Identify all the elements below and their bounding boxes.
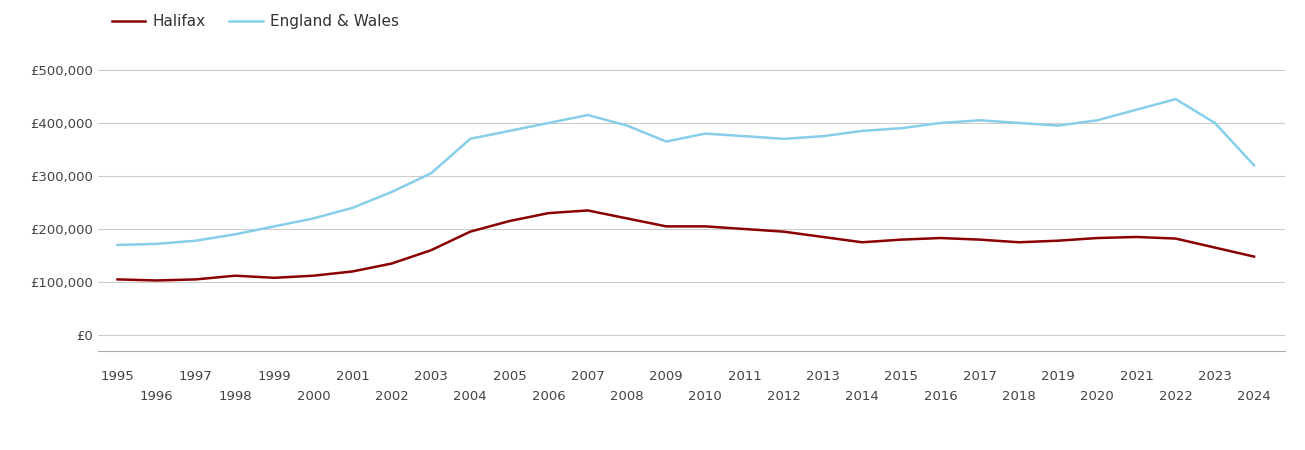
- Text: 2012: 2012: [767, 390, 801, 403]
- Line: England & Wales: England & Wales: [117, 99, 1254, 245]
- England & Wales: [1090, 117, 1105, 123]
- Text: 1997: 1997: [179, 370, 213, 383]
- England & Wales: [894, 126, 910, 131]
- Text: 2003: 2003: [414, 370, 448, 383]
- England & Wales: [658, 139, 673, 144]
- Halifax: [1207, 245, 1223, 250]
- Halifax: [1129, 234, 1144, 240]
- Text: 2017: 2017: [963, 370, 997, 383]
- Text: 2011: 2011: [728, 370, 762, 383]
- Halifax: [698, 224, 714, 229]
- Halifax: [110, 277, 125, 282]
- England & Wales: [972, 117, 988, 123]
- Halifax: [188, 277, 204, 282]
- Halifax: [423, 248, 438, 253]
- Text: 2020: 2020: [1081, 390, 1114, 403]
- England & Wales: [698, 131, 714, 136]
- England & Wales: [149, 241, 164, 247]
- Text: 2002: 2002: [375, 390, 408, 403]
- England & Wales: [737, 134, 753, 139]
- Halifax: [149, 278, 164, 283]
- Halifax: [972, 237, 988, 242]
- Halifax: [1011, 239, 1027, 245]
- Text: 2006: 2006: [531, 390, 565, 403]
- Halifax: [658, 224, 673, 229]
- Text: 2000: 2000: [296, 390, 330, 403]
- England & Wales: [933, 120, 949, 126]
- Text: 2009: 2009: [650, 370, 683, 383]
- England & Wales: [266, 224, 282, 229]
- Text: 2022: 2022: [1159, 390, 1193, 403]
- England & Wales: [1051, 123, 1066, 128]
- Halifax: [933, 235, 949, 241]
- Text: 2024: 2024: [1237, 390, 1271, 403]
- England & Wales: [345, 205, 360, 211]
- England & Wales: [816, 134, 831, 139]
- Text: 1999: 1999: [257, 370, 291, 383]
- Halifax: [345, 269, 360, 274]
- England & Wales: [1207, 120, 1223, 126]
- Text: 2014: 2014: [846, 390, 880, 403]
- England & Wales: [110, 242, 125, 248]
- Halifax: [894, 237, 910, 242]
- Text: 2016: 2016: [924, 390, 958, 403]
- Text: 2023: 2023: [1198, 370, 1232, 383]
- Halifax: [1246, 254, 1262, 259]
- Text: 2018: 2018: [1002, 390, 1036, 403]
- Text: 2015: 2015: [885, 370, 919, 383]
- Text: 1998: 1998: [218, 390, 252, 403]
- England & Wales: [855, 128, 870, 134]
- Halifax: [855, 239, 870, 245]
- Halifax: [737, 226, 753, 232]
- Legend: Halifax, England & Wales: Halifax, England & Wales: [106, 8, 406, 36]
- Halifax: [462, 229, 478, 234]
- Halifax: [776, 229, 792, 234]
- England & Wales: [227, 232, 243, 237]
- Halifax: [1051, 238, 1066, 243]
- Halifax: [501, 218, 517, 224]
- England & Wales: [1246, 163, 1262, 168]
- England & Wales: [384, 189, 399, 194]
- Text: 2005: 2005: [492, 370, 526, 383]
- Halifax: [816, 234, 831, 240]
- Text: 2021: 2021: [1120, 370, 1154, 383]
- England & Wales: [501, 128, 517, 134]
- Text: 2001: 2001: [335, 370, 369, 383]
- England & Wales: [462, 136, 478, 142]
- Text: 2019: 2019: [1041, 370, 1075, 383]
- England & Wales: [776, 136, 792, 142]
- England & Wales: [1129, 107, 1144, 112]
- Text: 2010: 2010: [689, 390, 722, 403]
- Halifax: [540, 211, 556, 216]
- England & Wales: [1011, 120, 1027, 126]
- Halifax: [227, 273, 243, 279]
- Halifax: [266, 275, 282, 280]
- Halifax: [305, 273, 321, 279]
- England & Wales: [1168, 96, 1184, 102]
- Text: 1996: 1996: [140, 390, 174, 403]
- Halifax: [384, 261, 399, 266]
- Line: Halifax: Halifax: [117, 211, 1254, 280]
- Halifax: [579, 208, 595, 213]
- England & Wales: [619, 123, 634, 128]
- Halifax: [1090, 235, 1105, 241]
- Halifax: [619, 216, 634, 221]
- Text: 2008: 2008: [611, 390, 643, 403]
- Text: 1995: 1995: [100, 370, 134, 383]
- England & Wales: [188, 238, 204, 243]
- England & Wales: [579, 112, 595, 118]
- England & Wales: [540, 120, 556, 126]
- England & Wales: [305, 216, 321, 221]
- Text: 2004: 2004: [453, 390, 487, 403]
- Text: 2007: 2007: [570, 370, 604, 383]
- England & Wales: [423, 171, 438, 176]
- Text: 2013: 2013: [806, 370, 840, 383]
- Halifax: [1168, 236, 1184, 241]
